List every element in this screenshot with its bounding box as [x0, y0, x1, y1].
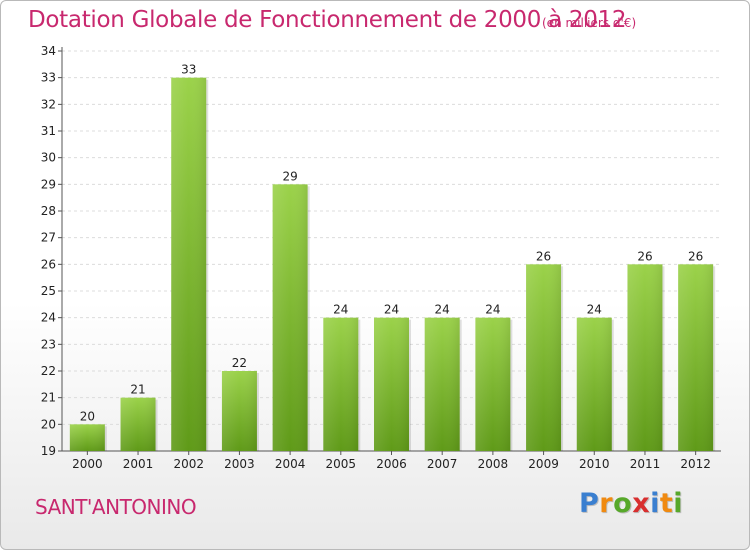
x-tick-label-2001: 2001 [123, 457, 154, 471]
x-tick-label-2000: 2000 [72, 457, 103, 471]
data-label-2001: 21 [130, 383, 145, 397]
logo-letter: i [673, 488, 684, 519]
bar-highlight [69, 424, 105, 451]
logo-letter: r [599, 488, 614, 519]
bar-highlight [272, 184, 308, 452]
x-tick-label-2002: 2002 [173, 457, 204, 471]
y-tick-label: 32 [41, 97, 56, 111]
y-tick-label: 24 [41, 311, 56, 325]
y-tick-label: 26 [41, 257, 56, 271]
y-tick-label: 21 [41, 391, 56, 405]
bars [69, 77, 716, 452]
y-tick-label: 28 [41, 204, 56, 218]
y-tick-label: 23 [41, 337, 56, 351]
bar-highlight [171, 77, 207, 452]
data-label-2011: 26 [637, 249, 652, 263]
data-label-2002: 33 [181, 63, 196, 77]
data-label-2007: 24 [435, 303, 450, 317]
data-label-2004: 29 [282, 169, 297, 183]
x-tick-label-2007: 2007 [427, 457, 458, 471]
bar-highlight [526, 264, 562, 451]
y-tick-label: 31 [41, 124, 56, 138]
y-tick-label: 30 [41, 151, 56, 165]
bar-highlight [323, 317, 359, 451]
logo-letter: P [579, 488, 600, 519]
x-tick-label-2012: 2012 [680, 457, 711, 471]
commune-name: SANT'ANTONINO [35, 495, 197, 519]
data-label-2009: 26 [536, 249, 551, 263]
y-tick-label: 34 [41, 44, 56, 58]
y-tick-label: 33 [41, 71, 56, 85]
data-label-2005: 24 [333, 303, 348, 317]
logo-letter: i [650, 488, 660, 519]
logo-letter: o [613, 488, 633, 519]
x-tick-label-2010: 2010 [579, 457, 610, 471]
data-label-2006: 24 [384, 303, 399, 317]
bar-highlight [627, 264, 663, 451]
y-tick-label: 22 [41, 364, 56, 378]
x-tick-label-2003: 2003 [224, 457, 255, 471]
bar-highlight [475, 317, 511, 451]
data-label-2010: 24 [587, 303, 602, 317]
proxiti-logo: Proxiti [579, 488, 683, 519]
bar-highlight [120, 397, 156, 451]
y-tick-label: 25 [41, 284, 56, 298]
x-tick-label-2008: 2008 [478, 457, 509, 471]
bar-highlight [576, 317, 612, 451]
logo-letter: x [632, 488, 651, 519]
logo-letter: t [659, 488, 674, 519]
chart-subtitle: (en milliers d'€) [542, 16, 637, 30]
data-label-2008: 24 [485, 303, 500, 317]
x-tick-label-2006: 2006 [376, 457, 407, 471]
y-tick-label: 20 [41, 417, 56, 431]
x-tick-label-2011: 2011 [630, 457, 661, 471]
labels: 19 20 21 22 23 24 25 26 27 28 29 30 31 32 33 34 20 2000 21… [41, 44, 711, 471]
x-tick-label-2004: 2004 [275, 457, 306, 471]
y-tick-label: 27 [41, 231, 56, 245]
bar-highlight [374, 317, 409, 451]
chart-title: Dotation Globale de Fonctionnement de 20… [28, 7, 627, 33]
y-tick-label: 19 [41, 444, 56, 458]
bar-highlight [221, 371, 257, 451]
data-label-2000: 20 [80, 409, 95, 423]
data-label-2012: 26 [688, 249, 703, 263]
x-tick-label-2009: 2009 [528, 457, 559, 471]
bar-highlight [678, 264, 714, 451]
data-label-2003: 22 [232, 356, 247, 370]
y-tick-label: 29 [41, 177, 56, 191]
x-tick-label-2005: 2005 [326, 457, 357, 471]
bar-highlight [424, 317, 460, 451]
